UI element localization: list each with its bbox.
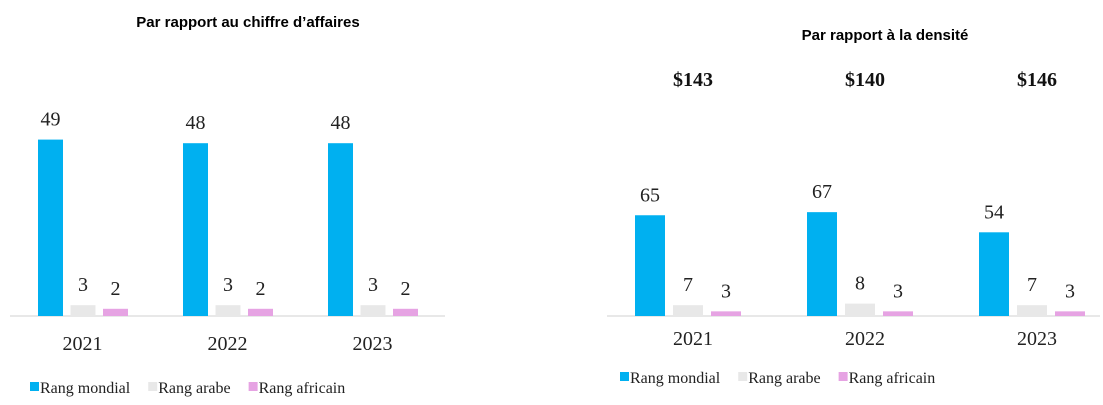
data-label: 3 xyxy=(78,274,88,296)
bar xyxy=(183,143,208,316)
x-tick-label: 2023 xyxy=(353,333,393,355)
bar xyxy=(103,308,128,316)
legend-swatch xyxy=(248,382,258,391)
bar xyxy=(673,305,703,316)
data-label: 7 xyxy=(683,274,693,296)
bar xyxy=(979,232,1009,316)
bar xyxy=(70,305,96,316)
data-label: 2 xyxy=(111,278,121,300)
bar xyxy=(635,215,665,316)
chart-title: Par rapport au chiffre d’affaires xyxy=(136,14,359,31)
bar xyxy=(883,311,913,316)
legend-label: Rang arabe xyxy=(748,370,820,387)
bar xyxy=(328,143,353,316)
annotation: $146 xyxy=(1017,69,1057,91)
bar xyxy=(1017,305,1047,316)
legend-label: Rang africain xyxy=(259,380,346,397)
x-tick-label: 2021 xyxy=(673,328,713,350)
bar xyxy=(845,303,875,316)
legend-swatch xyxy=(30,382,39,391)
legend-label: Rang africain xyxy=(849,370,936,387)
data-label: 65 xyxy=(640,184,660,206)
data-label: 49 xyxy=(41,109,61,131)
data-label: 3 xyxy=(721,280,731,302)
data-label: 3 xyxy=(1065,280,1075,302)
legend-swatch xyxy=(838,372,848,381)
chart-title: Par rapport à la densité xyxy=(802,27,969,44)
legend-label: Rang mondial xyxy=(40,380,131,397)
data-label: 7 xyxy=(1027,274,1037,296)
bar xyxy=(360,305,386,316)
data-label: 3 xyxy=(223,274,233,296)
bar xyxy=(393,308,418,316)
data-label: 3 xyxy=(368,274,378,296)
x-tick-label: 2021 xyxy=(63,333,103,355)
data-label: 48 xyxy=(186,112,206,134)
annotation: $143 xyxy=(673,69,713,91)
data-label: 67 xyxy=(812,181,832,203)
data-label: 8 xyxy=(855,273,865,295)
x-tick-label: 2023 xyxy=(1017,328,1057,350)
data-label: 2 xyxy=(256,278,266,300)
x-tick-label: 2022 xyxy=(845,328,885,350)
data-label: 2 xyxy=(401,278,411,300)
legend-label: Rang arabe xyxy=(158,380,230,397)
legend-swatch xyxy=(620,372,629,381)
legend-label: Rang mondial xyxy=(630,370,721,387)
data-label: 3 xyxy=(893,280,903,302)
legend-swatch xyxy=(738,372,748,381)
bar xyxy=(807,212,837,316)
bar xyxy=(38,139,63,316)
x-tick-label: 2022 xyxy=(208,333,248,355)
bar xyxy=(1055,311,1085,316)
bar xyxy=(215,305,241,316)
data-label: 54 xyxy=(984,201,1004,223)
legend-swatch xyxy=(148,382,158,391)
data-label: 48 xyxy=(331,112,351,134)
annotation: $140 xyxy=(845,69,885,91)
bar xyxy=(711,311,741,316)
bar xyxy=(248,308,273,316)
